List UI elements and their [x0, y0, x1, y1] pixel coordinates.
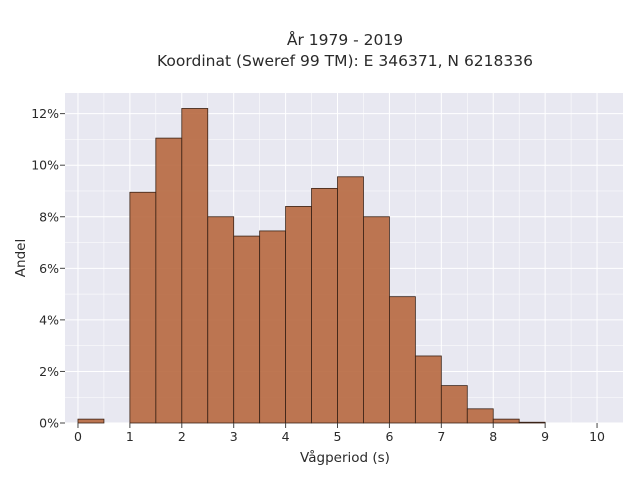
- x-tick-label: 4: [282, 429, 290, 444]
- x-axis-label: Vågperiod (s): [300, 449, 390, 466]
- x-tick-label: 8: [489, 429, 497, 444]
- y-axis-label: Andel: [13, 239, 29, 277]
- histogram-bar: [155, 137, 183, 424]
- histogram-bar: [181, 108, 209, 424]
- histogram-bar: [233, 235, 261, 424]
- x-tick-label: 5: [334, 429, 342, 444]
- x-tick-label: 1: [126, 429, 134, 444]
- histogram-bar: [259, 230, 287, 424]
- y-tick-label: 2%: [39, 364, 59, 379]
- histogram-bar: [466, 408, 494, 424]
- x-tick-label: 2: [178, 429, 186, 444]
- x-tick-label: 0: [74, 429, 82, 444]
- x-axis-ticks: 0 1 2 3 4 5 6 7 8 9 10: [74, 423, 605, 444]
- y-tick-label: 4%: [39, 312, 59, 327]
- histogram-bar: [77, 418, 105, 424]
- y-tick-label: 12%: [31, 106, 59, 121]
- x-tick-label: 6: [385, 429, 393, 444]
- x-tick-label: 7: [437, 429, 445, 444]
- y-axis-ticks: 0% 2% 4% 6% 8% 10% 12%: [31, 106, 65, 431]
- histogram-bar: [129, 191, 157, 424]
- x-tick-label: 9: [541, 429, 549, 444]
- y-tick-label: 10%: [31, 158, 59, 173]
- x-tick-label: 3: [230, 429, 238, 444]
- histogram-bar: [311, 187, 338, 424]
- y-tick-label: 0%: [39, 416, 59, 431]
- histogram-bar: [440, 385, 468, 424]
- chart-title-line2: Koordinat (Sweref 99 TM): E 346371, N 62…: [157, 52, 533, 70]
- histogram-bar: [285, 206, 312, 424]
- bars-group: [77, 108, 546, 424]
- y-tick-label: 6%: [39, 261, 59, 276]
- histogram-bar: [414, 355, 442, 424]
- x-tick-label: 10: [589, 429, 605, 444]
- histogram-bar: [363, 216, 390, 424]
- histogram-bar: [518, 421, 546, 424]
- histogram-bar: [492, 418, 520, 424]
- histogram-bar: [207, 216, 235, 424]
- histogram-bar: [389, 296, 416, 424]
- histogram-bar: [337, 176, 364, 424]
- y-tick-label: 8%: [39, 209, 59, 224]
- chart-title-line1: År 1979 - 2019: [287, 30, 403, 49]
